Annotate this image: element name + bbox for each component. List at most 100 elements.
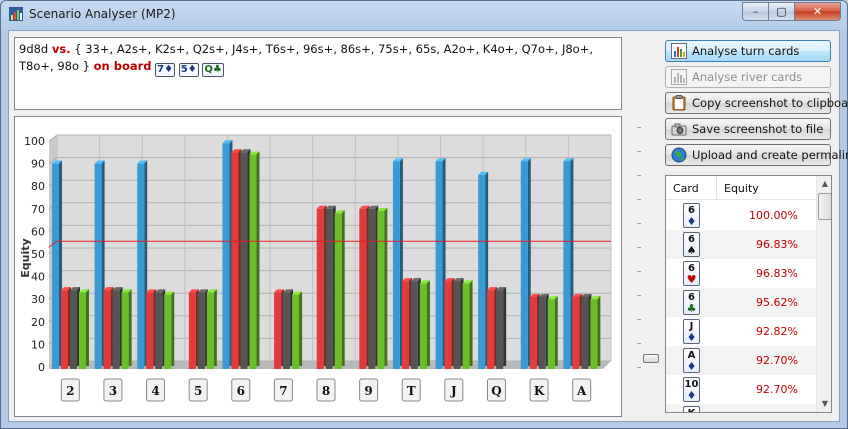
bar-top [529, 293, 540, 297]
bar-side [417, 278, 421, 366]
card-column-header[interactable]: Card [673, 182, 699, 195]
bar-side [238, 149, 242, 366]
bar [563, 161, 571, 369]
bar-side [290, 289, 294, 366]
maximize-icon: ▢ [776, 5, 787, 18]
analyse-river-cards-button[interactable]: Analyse river cards [665, 66, 831, 88]
bar-side [68, 287, 71, 366]
minimize-button[interactable]: – [742, 2, 769, 21]
y-tick-label: 80 [31, 180, 45, 193]
card-rank: 6 [688, 234, 695, 245]
table-row[interactable]: 10 ♦ 92.70% [666, 375, 816, 404]
bar-side [323, 205, 327, 366]
bar [52, 163, 59, 369]
close-button[interactable]: ✕ [795, 2, 841, 21]
copy-screenshot-button[interactable]: Copy screenshot to clipboard [665, 92, 848, 114]
slider-tick [637, 271, 641, 272]
x-tick-label: 2 [66, 384, 74, 398]
card-suit: ♥ [686, 273, 697, 286]
table-row[interactable]: K♦ [666, 404, 816, 412]
card-rank: A [687, 350, 696, 361]
slider-tick [637, 367, 641, 368]
bar-top [453, 278, 464, 282]
x-tick-box [231, 378, 251, 402]
table-row[interactable]: 6 ♠ 96.83% [666, 230, 816, 259]
x-tick-label: 7 [279, 384, 287, 398]
bar-side [460, 278, 464, 366]
bar [137, 163, 145, 369]
slider-tick [637, 199, 641, 200]
bar-top [563, 158, 574, 162]
bar-side [536, 293, 540, 366]
maximize-button[interactable]: ▢ [769, 2, 795, 21]
bar-chart-icon [671, 43, 687, 59]
card-icon: K♦ [683, 406, 700, 412]
bar-top [249, 151, 260, 155]
bar-side [153, 289, 157, 366]
bar [197, 292, 205, 369]
x-tick-box [359, 378, 379, 402]
card-suit: ♦ [686, 360, 697, 373]
title-bar[interactable]: Scenario Analyser (MP2) – ▢ ✕ [1, 1, 847, 29]
bar-side [86, 289, 89, 366]
scroll-down-icon[interactable]: ▼ [821, 399, 829, 408]
analyse-turn-cards-button[interactable]: Analyse turn cards [665, 40, 831, 62]
bar-side [256, 151, 260, 366]
bar-side [451, 278, 455, 366]
clipboard-icon [672, 95, 686, 111]
save-screenshot-button[interactable]: Save screenshot to file [665, 118, 831, 140]
bar-top [240, 149, 251, 153]
x-tick-label: J [450, 384, 457, 398]
table-scrollbar[interactable]: ▲ ▼ [816, 176, 831, 412]
bar [419, 283, 427, 369]
table-row[interactable]: J ♦ 92.82% [666, 317, 816, 346]
bar-side [579, 293, 583, 366]
y-tick-label: 10 [31, 338, 45, 351]
window-title: Scenario Analyser (MP2) [29, 7, 176, 21]
bar-top [547, 296, 558, 300]
table-row[interactable]: 6 ♥ 96.83% [666, 259, 816, 288]
slider-tick [637, 247, 641, 248]
x-tick-box [572, 378, 592, 402]
bar-top [444, 278, 455, 282]
bar [164, 294, 172, 369]
table-row[interactable]: 6 ♦ 100.00% [666, 201, 816, 230]
y-tick-label: 60 [31, 225, 45, 238]
equity-column-header[interactable]: Equity [724, 182, 759, 195]
table-row[interactable]: A ♦ 92.70% [666, 346, 816, 375]
equity-value: 96.83% [756, 238, 798, 251]
zoom-slider-thumb[interactable] [643, 354, 659, 363]
card-icon: 6 ♦ [683, 203, 700, 228]
table-row[interactable]: 6 ♣ 95.62% [666, 288, 816, 317]
x-tick-box [188, 378, 208, 402]
hero-hand: 9d8d [19, 42, 49, 56]
client-area: 9d8d vs. { 33+, A2s+, K2s+, Q2s+, J4s+, … [8, 30, 848, 422]
equity-value: 92.70% [756, 354, 798, 367]
bar [283, 292, 291, 369]
bar [444, 281, 452, 369]
scrollbar-thumb[interactable] [818, 193, 831, 220]
bar-top [419, 280, 430, 284]
bar [274, 292, 282, 369]
slider-track [637, 127, 641, 397]
bar-side [485, 171, 489, 366]
bar-side [144, 160, 148, 366]
bar-side [503, 287, 507, 366]
bar-top [292, 291, 303, 295]
bar-side [570, 158, 574, 366]
upload-permalink-button[interactable]: Upload and create permalink [665, 144, 848, 166]
bar-top [121, 289, 132, 293]
bar-top [103, 287, 114, 291]
scroll-up-icon[interactable]: ▲ [821, 179, 829, 188]
bar [292, 294, 300, 369]
slider-tick [637, 175, 641, 176]
card-rank: 6 [688, 292, 695, 303]
bar [249, 154, 257, 369]
y-tick-label: 70 [31, 203, 45, 216]
upload-permalink-label: Upload and create permalink [692, 148, 848, 162]
bar [590, 299, 598, 369]
y-tick-label: 20 [31, 316, 45, 329]
x-tick-label: Q [491, 384, 501, 398]
bar-top [392, 158, 403, 162]
